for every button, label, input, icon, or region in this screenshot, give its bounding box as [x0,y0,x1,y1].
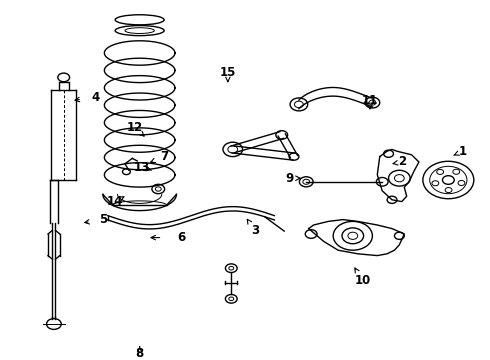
Text: 11: 11 [362,94,378,107]
Text: 2: 2 [398,156,406,168]
Text: 14: 14 [107,195,123,208]
Text: 5: 5 [99,213,107,226]
Text: 12: 12 [126,121,143,134]
Text: 4: 4 [92,91,99,104]
Text: 8: 8 [136,347,144,360]
Text: 3: 3 [251,224,259,237]
Text: 1: 1 [459,145,467,158]
Text: 10: 10 [354,274,371,287]
Text: 6: 6 [177,231,185,244]
Text: 7: 7 [160,150,168,163]
Text: 9: 9 [285,172,293,185]
Text: 13: 13 [134,161,150,174]
Text: 15: 15 [220,66,236,78]
